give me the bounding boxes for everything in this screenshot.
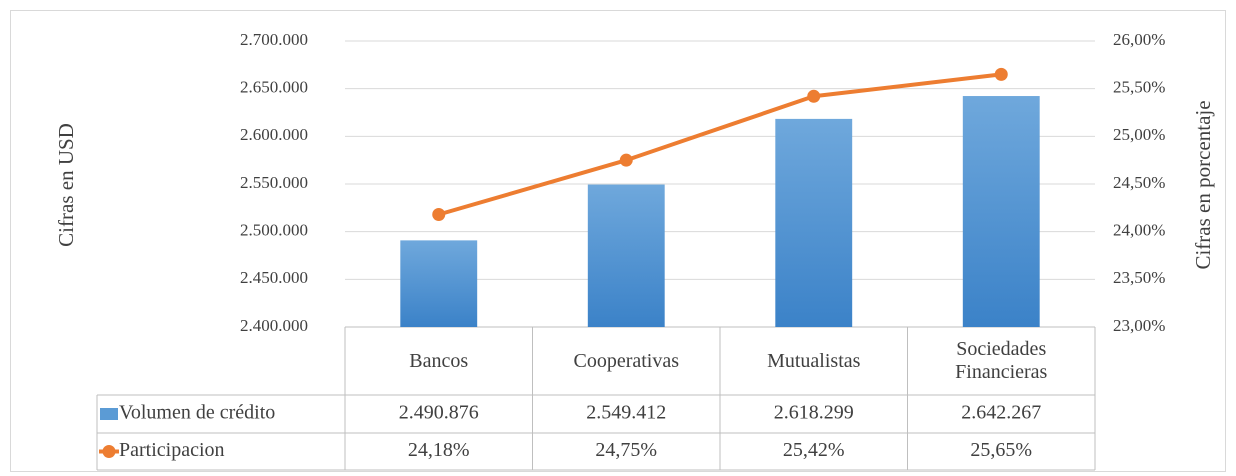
y2-tick-label: 25,00% <box>1113 125 1165 144</box>
legend-key <box>100 408 118 420</box>
y-tick-label: 2.450.000 <box>240 268 308 287</box>
x-tick-label-box: Cooperativas <box>573 349 680 372</box>
x-tick-label: Sociedades Financieras <box>955 338 1048 383</box>
line-marker <box>807 89 821 103</box>
table-value: 2.490.876 <box>399 402 479 424</box>
x-tick-label: Bancos <box>409 349 469 372</box>
bar <box>587 184 665 327</box>
y-axis-title: Cifras en USD <box>54 123 78 247</box>
y-tick-label: 2.500.000 <box>240 221 308 240</box>
x-tick-label: Cooperativas <box>573 349 680 372</box>
legend-label: Participacion <box>119 439 225 461</box>
legend-key <box>102 445 116 458</box>
y-tick-label: 2.700.000 <box>240 30 308 49</box>
y2-axis-title: Cifras en porcentaje <box>1191 100 1215 269</box>
table-value: 24,75% <box>595 439 657 461</box>
y-tick-label: 2.600.000 <box>240 125 308 144</box>
line-marker <box>994 67 1008 81</box>
line-marker <box>432 208 446 222</box>
table-value: 24,18% <box>408 439 470 461</box>
y2-tick-label: 24,00% <box>1113 221 1165 240</box>
y-tick-label: 2.650.000 <box>240 78 308 97</box>
bar <box>775 118 853 327</box>
table-value: 25,65% <box>970 439 1032 461</box>
legend-label: Volumen de crédito <box>119 402 275 424</box>
x-tick-label-box: Sociedades Financieras <box>955 338 1048 383</box>
table-value: 25,42% <box>783 439 845 461</box>
line-marker <box>619 153 633 167</box>
y2-tick-label: 23,50% <box>1113 268 1165 287</box>
y2-tick-label: 25,50% <box>1113 78 1165 97</box>
x-tick-label: Mutualistas <box>767 349 861 372</box>
y2-tick-label: 23,00% <box>1113 316 1165 335</box>
y2-tick-label: 24,50% <box>1113 173 1165 192</box>
bar <box>962 96 1040 328</box>
table-value: 2.549.412 <box>586 402 666 424</box>
y2-tick-label: 26,00% <box>1113 30 1165 49</box>
y-tick-label: 2.550.000 <box>240 173 308 192</box>
table-value: 2.642.267 <box>961 402 1041 424</box>
bar <box>400 240 478 327</box>
x-tick-label-box: Bancos <box>409 349 469 372</box>
x-tick-label-box: Mutualistas <box>767 349 861 372</box>
table-value: 2.618.299 <box>774 402 854 424</box>
line <box>438 72 1002 217</box>
y-tick-label: 2.400.000 <box>240 316 308 335</box>
